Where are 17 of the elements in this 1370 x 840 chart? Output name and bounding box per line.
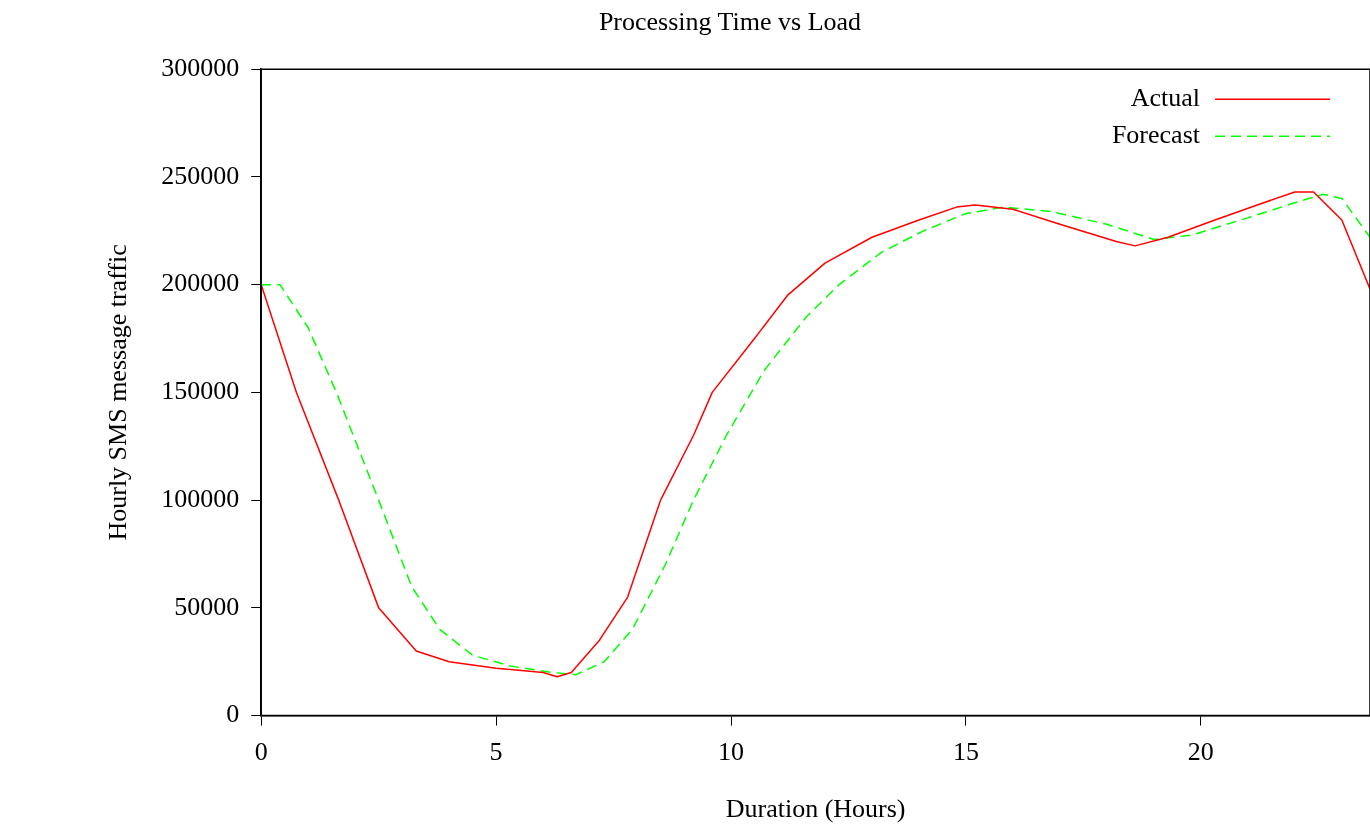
y-tick-label: 0 [226,699,240,729]
y-tick-label: 200000 [161,268,240,298]
legend-label: Forecast [1111,120,1201,150]
x-tick-label: 10 [718,737,745,767]
x-tick-label: 20 [1187,737,1214,767]
y-tick-label: 100000 [161,483,240,513]
y-tick-label: 50000 [174,591,240,621]
chart-title: Processing Time vs Load [598,7,862,37]
x-tick-label: 15 [952,737,979,767]
x-tick-label: 0 [254,737,268,767]
y-tick-label: 300000 [161,53,240,83]
x-axis-title: Duration (Hours) [725,794,906,824]
y-axis-title: Hourly SMS message traffic [103,244,133,541]
x-tick-label: 5 [489,737,503,767]
y-tick-label: 150000 [161,376,240,406]
y-tick-label: 250000 [161,160,240,190]
legend-label: Actual [1130,83,1200,113]
